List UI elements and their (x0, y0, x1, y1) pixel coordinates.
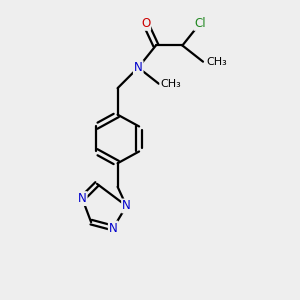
Text: CH₃: CH₃ (206, 57, 227, 67)
Text: N: N (122, 200, 131, 212)
Text: O: O (141, 17, 150, 30)
Text: N: N (109, 221, 118, 235)
Text: N: N (78, 192, 87, 205)
Text: CH₃: CH₃ (160, 79, 181, 89)
Text: Cl: Cl (194, 17, 206, 30)
Text: N: N (134, 61, 142, 74)
